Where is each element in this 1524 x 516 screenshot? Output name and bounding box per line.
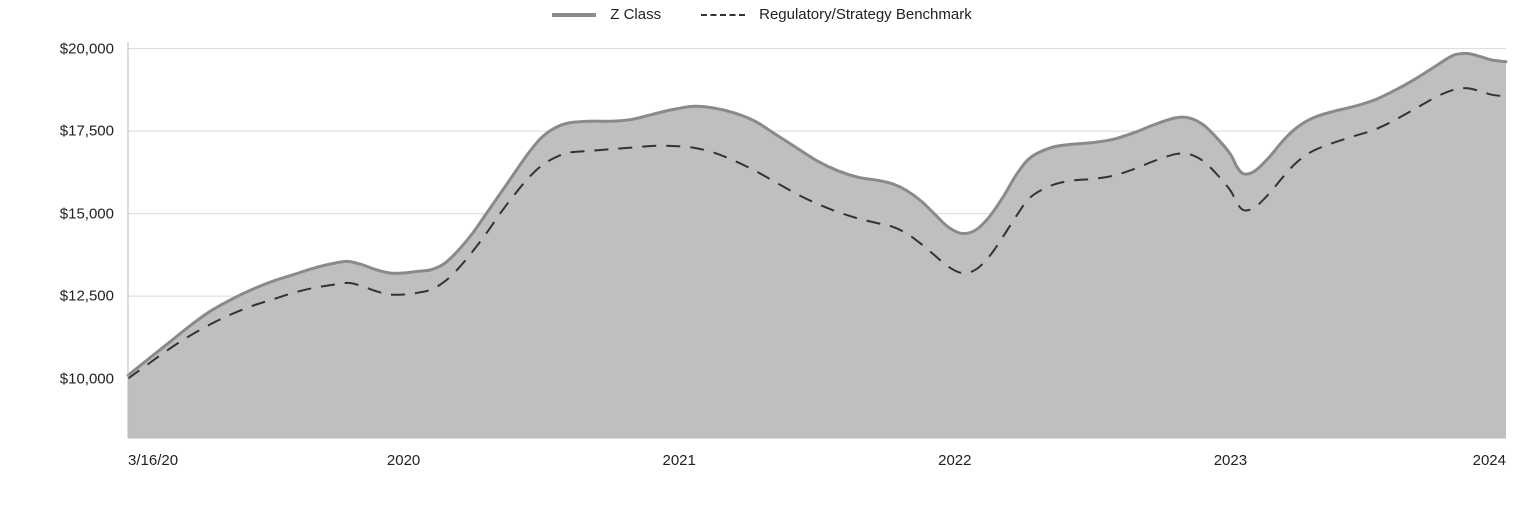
- y-tick-label: $15,000: [0, 205, 114, 222]
- y-tick-label: $12,500: [0, 288, 114, 305]
- x-tick-label: 2021: [663, 452, 696, 469]
- legend-label: Regulatory/Strategy Benchmark: [759, 6, 972, 23]
- y-tick-label: $20,000: [0, 40, 114, 57]
- x-tick-label: 2020: [387, 452, 420, 469]
- x-tick-label: 2023: [1214, 452, 1247, 469]
- legend-item-z-class: Z Class: [552, 6, 661, 23]
- growth-chart: Z Class Regulatory/Strategy Benchmark $1…: [0, 0, 1524, 516]
- y-tick-label: $17,500: [0, 123, 114, 140]
- legend-label: Z Class: [610, 6, 661, 23]
- x-tick-label: 3/16/20: [128, 452, 178, 469]
- legend-item-benchmark: Regulatory/Strategy Benchmark: [701, 6, 972, 23]
- legend-swatch-dashed: [701, 14, 745, 16]
- x-tick-label: 2022: [938, 452, 971, 469]
- legend-swatch-solid: [552, 13, 596, 17]
- chart-legend: Z Class Regulatory/Strategy Benchmark: [0, 6, 1524, 23]
- y-tick-label: $10,000: [0, 370, 114, 387]
- x-tick-label: 2024: [1473, 452, 1506, 469]
- chart-canvas: [0, 0, 1524, 516]
